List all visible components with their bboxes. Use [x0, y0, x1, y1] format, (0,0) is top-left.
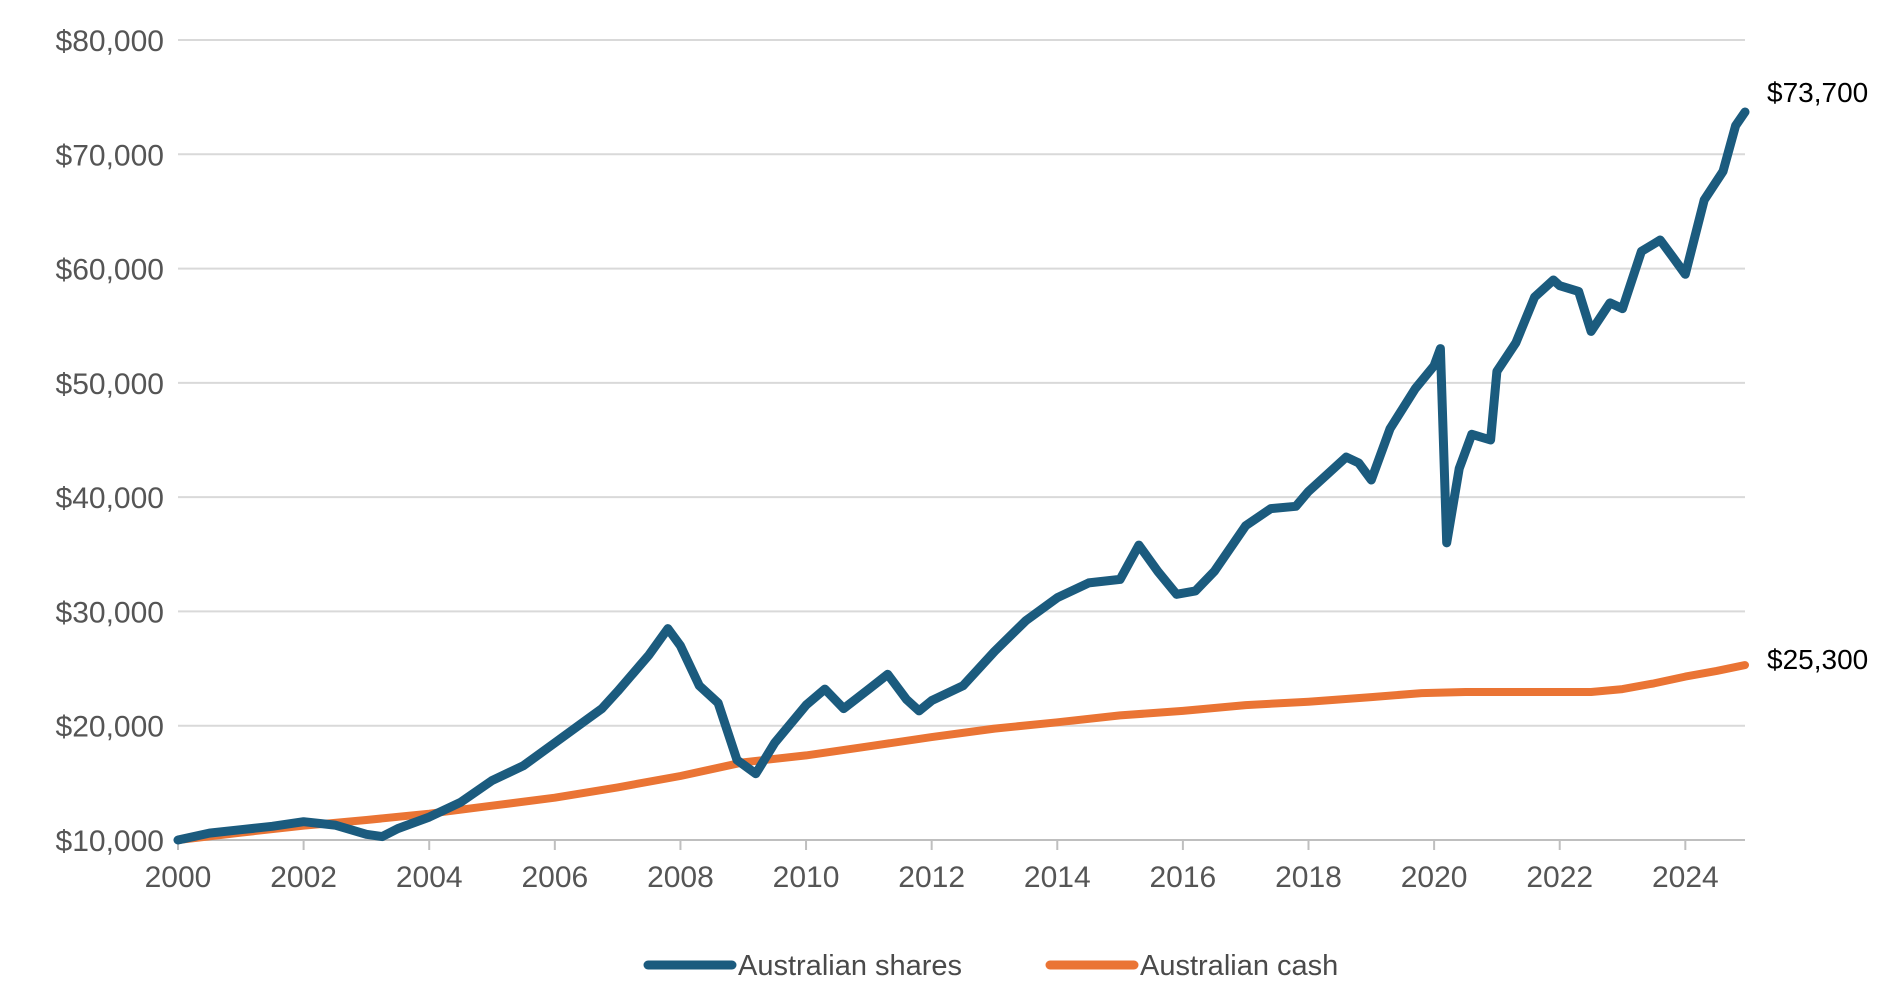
x-tick-label: 2010: [773, 861, 840, 894]
australian-cash-line: [174, 661, 1749, 844]
y-tick-label: $50,000: [56, 368, 164, 401]
x-tick-label: 2006: [521, 861, 588, 894]
x-tick-label: 2008: [647, 861, 714, 894]
series-lines: [173, 107, 1750, 845]
y-tick-label: $40,000: [56, 482, 164, 515]
legend-label: Australian shares: [738, 950, 962, 982]
legend-item-australian-cash: Australian cash: [1045, 950, 1338, 982]
x-tick-label: 2024: [1652, 861, 1719, 894]
end-value-labels: $73,700 $25,300: [1767, 77, 1868, 675]
x-tick-label: 2004: [396, 861, 463, 894]
y-axis-tick-labels: $10,000 $20,000 $30,000 $40,000 $50,000 $60,0…: [56, 25, 164, 858]
x-tick-label: 2012: [898, 861, 965, 894]
x-tick-label: 2022: [1526, 861, 1593, 894]
australian-shares-line: [173, 107, 1750, 845]
gridlines: [178, 39, 1745, 841]
x-tick-label: 2018: [1275, 861, 1342, 894]
x-tick-label: 2020: [1401, 861, 1468, 894]
y-tick-label: $70,000: [56, 139, 164, 172]
x-axis-tick-labels: 2000 2002 2004 2006 2008 2010 2012 2014 2016 2018…: [145, 840, 1719, 894]
y-tick-label: $30,000: [56, 596, 164, 629]
legend-label: Australian cash: [1140, 950, 1338, 982]
x-tick-label: 2000: [145, 861, 212, 894]
cash-end-label: $25,300: [1767, 644, 1868, 675]
y-tick-label: $10,000: [56, 825, 164, 858]
x-tick-label: 2014: [1024, 861, 1091, 894]
y-tick-label: $80,000: [56, 25, 164, 58]
legend-item-australian-shares: Australian shares: [643, 950, 962, 982]
y-tick-label: $20,000: [56, 711, 164, 744]
legend: Australian shares Australian cash: [643, 950, 1338, 982]
x-tick-label: 2002: [270, 861, 337, 894]
shares-end-label: $73,700: [1767, 77, 1868, 108]
y-tick-label: $60,000: [56, 254, 164, 287]
x-tick-label: 2016: [1150, 861, 1217, 894]
